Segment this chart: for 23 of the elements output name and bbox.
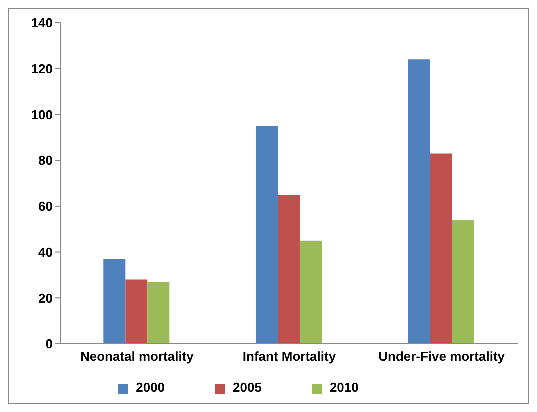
y-tick-label: 120 (31, 61, 53, 76)
y-tick-label: 100 (31, 107, 53, 122)
y-tick-label: 80 (38, 153, 53, 168)
legend-label: 2000 (136, 380, 166, 395)
bar (408, 60, 430, 344)
x-tick-label: Infant Mortality (242, 349, 337, 364)
y-tick-label: 20 (38, 290, 53, 306)
bar (452, 220, 474, 344)
y-tick-label: 40 (38, 244, 53, 260)
legend-label: 2010 (330, 380, 359, 395)
bar (104, 259, 126, 344)
bar (278, 194, 300, 344)
bar (300, 240, 322, 344)
x-tick-label: Neonatal mortality (80, 349, 195, 364)
y-tick-label: 0 (46, 336, 53, 352)
bar (126, 280, 148, 344)
legend-label: 2005 (233, 380, 262, 395)
bar (256, 126, 278, 344)
bar (430, 154, 452, 344)
bar (148, 282, 170, 344)
x-tick-label: Under-Five mortality (378, 349, 506, 364)
y-tick-label: 140 (31, 16, 53, 31)
y-tick-label: 60 (38, 199, 53, 214)
